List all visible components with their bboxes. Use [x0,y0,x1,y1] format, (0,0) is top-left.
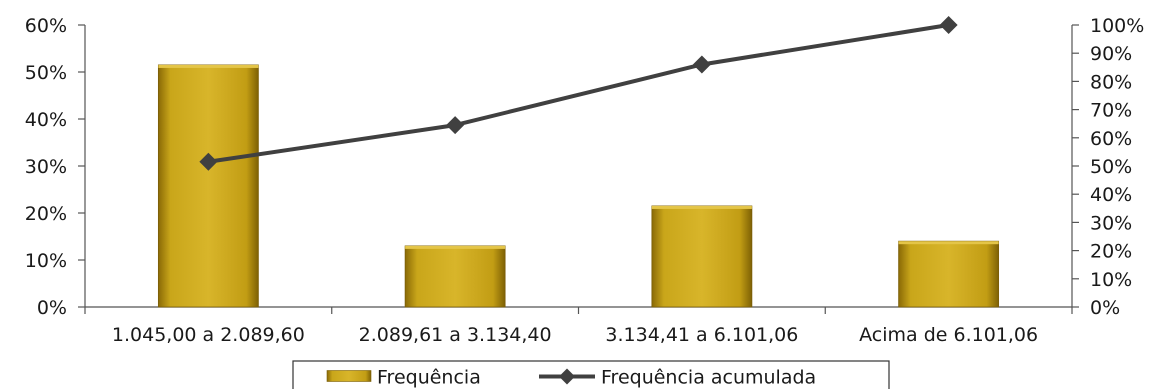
left-y-tick-label: 20% [25,203,67,225]
bar [898,240,1000,308]
right-y-tick-label: 60% [1090,128,1132,150]
right-y-tick-label: 0% [1090,297,1120,319]
legend: Frequência Frequência acumulada [292,360,890,389]
right-y-tick-label: 80% [1090,71,1132,93]
bar-top-highlight [405,245,506,249]
x-tick-label: 2.089,61 a 3.134,40 [359,324,552,346]
right-y-tick-label: 70% [1090,100,1132,122]
left-y-tick-label: 40% [25,109,67,131]
cumulative-line-series [199,16,958,171]
left-y-tick-label: 0% [37,297,67,319]
x-tick-label: 1.045,00 a 2.089,60 [112,324,305,346]
legend-bar-swatch [326,370,372,382]
legend-label-frequencia: Frequência [377,367,481,389]
right-y-tick-label: 40% [1090,184,1132,206]
left-y-tick-label: 30% [25,156,67,178]
bar-top-highlight [898,241,999,245]
x-tick-label: Acima de 6.101,06 [859,324,1038,346]
tick-labels: 0% 10% 20% 30% 40% 50% 60% 0% 10% 20% 30% 40% 50% 60%… [25,15,1145,346]
line-point-marker [446,116,465,135]
legend-diamond-marker [559,368,575,385]
right-y-tick-label: 10% [1090,269,1132,291]
bar-top-highlight [158,64,259,68]
line-point-marker [939,16,958,34]
line-point-marker [692,55,711,74]
bar-series [157,64,1000,308]
right-y-tick-label: 90% [1090,43,1132,65]
bar [157,64,259,308]
legend-label-frequencia-acumulada: Frequência acumulada [601,367,816,389]
line-point-marker [199,152,218,171]
left-y-tick-label: 50% [25,62,67,84]
bar-top-highlight [651,205,752,209]
bar [651,205,753,308]
legend-box [292,360,890,389]
left-y-tick-label: 10% [25,250,67,272]
right-y-tick-label: 50% [1090,156,1132,178]
right-y-tick-label: 100% [1090,15,1144,37]
right-y-tick-label: 30% [1090,212,1132,234]
bar [404,245,506,308]
cumulative-line [208,23,949,164]
left-y-tick-label: 60% [25,15,67,37]
x-tick-label: 3.134,41 a 6.101,06 [605,324,798,346]
right-y-tick-label: 20% [1090,241,1132,263]
